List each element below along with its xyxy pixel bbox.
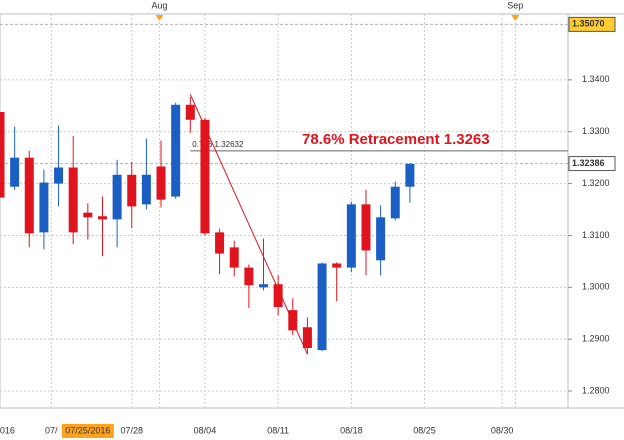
candle-body: [244, 267, 254, 286]
candle-body: [361, 204, 371, 251]
candle-body: [171, 104, 181, 197]
y-tick-label: 1.3100: [582, 230, 610, 240]
y-tick-label: 1.2900: [582, 334, 610, 344]
x-tick-label: 016: [0, 425, 15, 435]
candle-body: [215, 232, 225, 254]
candle-body: [185, 104, 195, 120]
candle-body: [405, 163, 415, 187]
candle-body: [141, 174, 151, 205]
top-marker: [511, 15, 520, 21]
y-tick-label: 1.3000: [582, 282, 610, 292]
annotation: 78.6% Retracement 1.3263: [302, 131, 490, 148]
price-label-box: [568, 16, 616, 32]
x-tick-label: 08/18: [340, 425, 363, 435]
candle-body: [83, 212, 93, 218]
price-label: 1.35070: [572, 19, 605, 29]
candle-body: [156, 166, 166, 200]
candle-body: [54, 167, 64, 184]
x-highlight-box: [61, 424, 114, 438]
candle-body: [376, 217, 386, 261]
candle-body: [97, 216, 107, 220]
candle-body: [10, 157, 20, 187]
candle-body: [390, 186, 400, 219]
x-tick-label: 08/11: [267, 425, 289, 435]
price-label-box: [568, 156, 616, 172]
y-tick-label: 1.3200: [582, 178, 610, 188]
candle-body: [112, 174, 122, 220]
candle-body: [259, 284, 269, 288]
candle-body: [317, 263, 327, 351]
top-marker: [155, 15, 164, 21]
plot-area: [0, 13, 569, 409]
candle-body: [68, 167, 78, 233]
top-tick-label: Aug: [152, 0, 168, 10]
y-tick-label: 1.2800: [582, 385, 610, 395]
candle-body: [200, 119, 210, 234]
candle-body: [0, 112, 5, 198]
fib-label: 0.786 1.32632: [192, 140, 244, 149]
candle-body: [229, 247, 239, 268]
x-tick-label: 08/25: [413, 425, 436, 435]
candle-body: [273, 284, 283, 308]
x-tick-label: 08/04: [194, 425, 217, 435]
y-tick-label: 1.3400: [582, 74, 610, 84]
x-tick-label: 07/28: [120, 425, 143, 435]
candle-body: [288, 310, 298, 331]
candle-body: [302, 327, 312, 348]
x-highlight-label: 07/25/2016: [65, 425, 110, 435]
candle-body: [39, 182, 49, 233]
candle-body: [127, 174, 137, 207]
x-tick-label: 07/: [45, 425, 58, 435]
candle-body: [24, 157, 34, 234]
trend-line: [189, 94, 308, 355]
candle-body: [346, 204, 356, 268]
x-tick-label: 08/30: [491, 425, 514, 435]
candle-body: [332, 263, 342, 268]
y-tick-label: 1.3300: [582, 126, 610, 136]
top-tick-label: Sep: [507, 0, 523, 10]
price-label: 1.32386: [572, 158, 605, 168]
